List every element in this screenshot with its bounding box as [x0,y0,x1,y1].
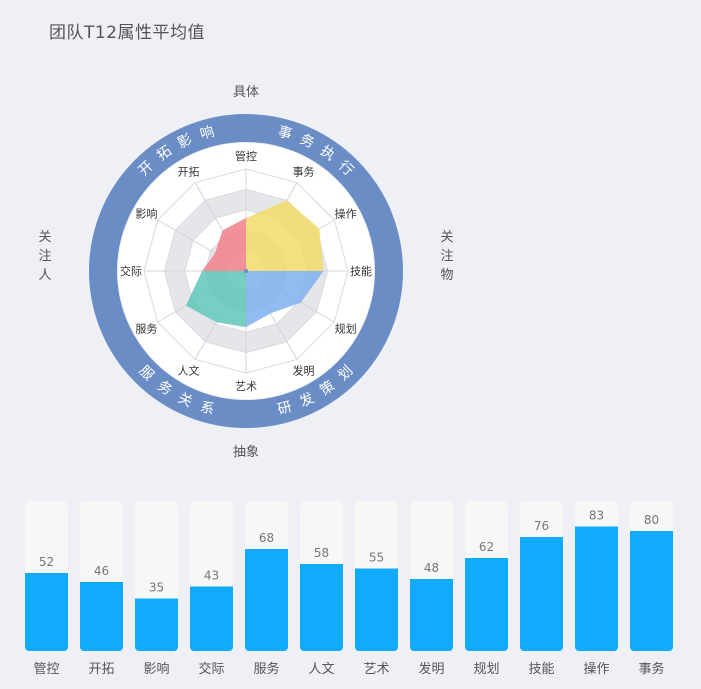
bar-category-label: 艺术 [363,662,389,677]
radar-ring-label-char: 事 [276,124,294,143]
bar-top-edge [410,579,453,585]
bar-value-label: 83 [589,509,604,523]
radar-ring-label-char: 关 [175,390,194,410]
bar-value-label: 52 [39,555,54,569]
bar-category-label: 技能 [528,662,554,677]
axis-label-left-char: 注 [38,249,51,264]
bar-category-label: 规划 [473,662,499,677]
bar-top-edge [25,573,68,579]
radar-ring-label-char: 响 [198,124,216,143]
bar-category-label: 人文 [308,662,334,677]
bar [575,526,618,651]
bar [190,586,233,651]
radar-quadrant-area [202,217,246,271]
bar [80,582,123,651]
radar-quadrant-area [185,271,246,328]
radar-ring-label-char: 影 [175,131,194,151]
radar-category-label: 操作 [335,207,357,221]
bar-category-label: 服务 [253,661,279,677]
bar-top-edge [575,526,618,533]
radar-ring-label-char: 研 [276,399,294,418]
radar-ring-label-char: 务 [297,131,316,151]
axis-label-bottom: 抽象 [233,445,259,460]
bar-value-label: 48 [424,561,439,575]
radar-quadrant-area [246,271,324,328]
bar [410,579,453,651]
bar-top-edge [465,558,508,564]
bar-value-label: 80 [644,513,659,527]
bar [245,549,288,651]
bar-category-label: 管控 [33,662,59,677]
axis-label-top: 具体 [233,85,259,100]
radar-outer-ring [89,114,403,428]
bar-value-label: 43 [204,569,219,583]
radar-category-label: 交际 [120,264,142,278]
radar-category-label: 事务 [293,165,315,178]
radar-category-label: 人文 [178,364,200,378]
bar-value-label: 46 [94,564,109,578]
axis-label-right: 关注物 [440,230,453,283]
axis-label-left: 关注人 [38,230,51,283]
radar-category-label: 发明 [293,364,315,378]
axis-label-right-char: 关 [440,230,453,245]
bar [520,537,563,651]
radar-category-label: 规划 [335,322,357,336]
bar [630,531,673,651]
bar-category-label: 事务 [638,661,664,677]
radar-ring-label-char: 发 [297,390,316,410]
bar-category-label: 发明 [418,661,444,677]
bar-top-edge [520,537,563,543]
bar [25,573,68,651]
bar-top-edge [80,582,123,588]
bar-top-edge [135,598,178,605]
radar-ring-label-char: 系 [198,399,216,418]
bar-value-label: 62 [479,540,494,554]
bar-category-label: 开拓 [88,662,114,677]
radar-category-label: 服务 [135,323,157,336]
bar-value-label: 58 [314,546,329,560]
axis-label-right-char: 物 [440,268,453,283]
bar-value-label: 76 [534,519,549,533]
axis-label-right-char: 注 [440,249,453,264]
radar-center-dot [244,269,248,273]
bar-top-edge [630,531,673,537]
axis-label-left-char: 关 [38,230,51,245]
bar [135,598,178,651]
chart-title: 团队T12属性平均值 [49,23,206,43]
radar-category-label: 艺术 [235,380,257,393]
bar-value-label: 35 [149,581,164,595]
bar-top-edge [300,564,343,570]
bar-category-label: 操作 [583,661,609,677]
radar-category-label: 管控 [235,149,257,163]
bar [355,568,398,651]
radar-category-label: 开拓 [178,164,200,178]
bar-category-label: 影响 [143,661,169,677]
radar-category-label: 影响 [135,208,157,221]
bar-value-label: 55 [369,551,384,565]
radar-chart: 管控事务操作技能规划发明艺术人文服务交际影响开拓开拓影响事务执行研 发策划服务关系… [38,85,453,460]
axis-label-left-char: 人 [38,268,51,283]
radar-quadrant-area [246,200,324,271]
radar-category-label: 技能 [350,264,372,278]
bar-top-edge [355,568,398,575]
bar [300,564,343,651]
bar-category-label: 交际 [198,661,224,677]
bar [465,558,508,651]
bar-value-label: 68 [259,531,274,545]
bar-top-edge [245,549,288,555]
bar-top-edge [190,586,233,593]
